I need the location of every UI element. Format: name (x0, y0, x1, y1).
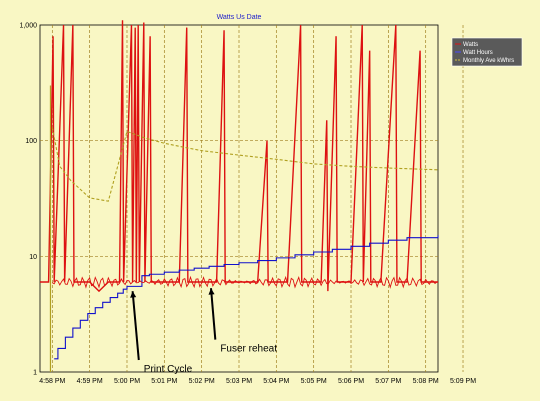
x-tick-label-0: 4:58 PM (39, 378, 65, 385)
x-tick-label-9: 5:07 PM (375, 378, 401, 385)
legend-watt-hours: Watt Hours (463, 50, 493, 56)
x-tick-label-2: 5:00 PM (114, 378, 140, 385)
annotation-arrow-0 (131, 291, 140, 361)
x-tick-label-4: 5:02 PM (189, 378, 215, 385)
y-tick-label-2: 100 (25, 138, 37, 145)
series-layer (40, 20, 439, 372)
series-line-0 (40, 20, 438, 293)
x-tick-label-6: 5:04 PM (263, 378, 289, 385)
annotation-layer: Print Cycle Fuser reheat (130, 288, 277, 375)
x-tick-label-8: 5:06 PM (338, 378, 364, 385)
annotation-arrow-1 (210, 288, 217, 340)
series-line-2 (51, 127, 439, 202)
series-noise-baseline (52, 275, 438, 289)
x-tick-label-5: 5:03 PM (226, 378, 252, 385)
x-tick-label-7: 5:05 PM (301, 378, 327, 385)
x-tick-label-1: 4:59 PM (77, 378, 103, 385)
annotation-arrowhead-0 (130, 291, 137, 298)
series-line-1 (54, 235, 439, 360)
y-tick-label-0: 1 (33, 370, 37, 377)
annotation-label-0: Print Cycle (144, 364, 193, 375)
legend: Watts Watt Hours Monthly Ave kWhrs (451, 37, 523, 67)
legend-box (451, 37, 523, 67)
y-tick-label-1: 10 (29, 254, 37, 261)
x-tick-label-10: 5:08 PM (413, 378, 439, 385)
x-tick-label-3: 5:01 PM (151, 378, 177, 385)
annotation-arrowhead-1 (208, 288, 215, 295)
legend-monthly-ave: Monthly Ave kWhrs (463, 58, 514, 64)
y-tick-label-3: 1,000 (19, 23, 37, 30)
chart-title: Watts Us Date (217, 14, 262, 21)
tick-layer: 1 10 100 1,000 4:58 PM 4:59 PM 5:00 PM 5:01 PM 5… (19, 23, 476, 386)
x-tick-label-11: 5:09 PM (450, 378, 476, 385)
annotation-label-1: Fuser reheat (220, 344, 277, 355)
legend-watts: Watts (463, 42, 478, 48)
